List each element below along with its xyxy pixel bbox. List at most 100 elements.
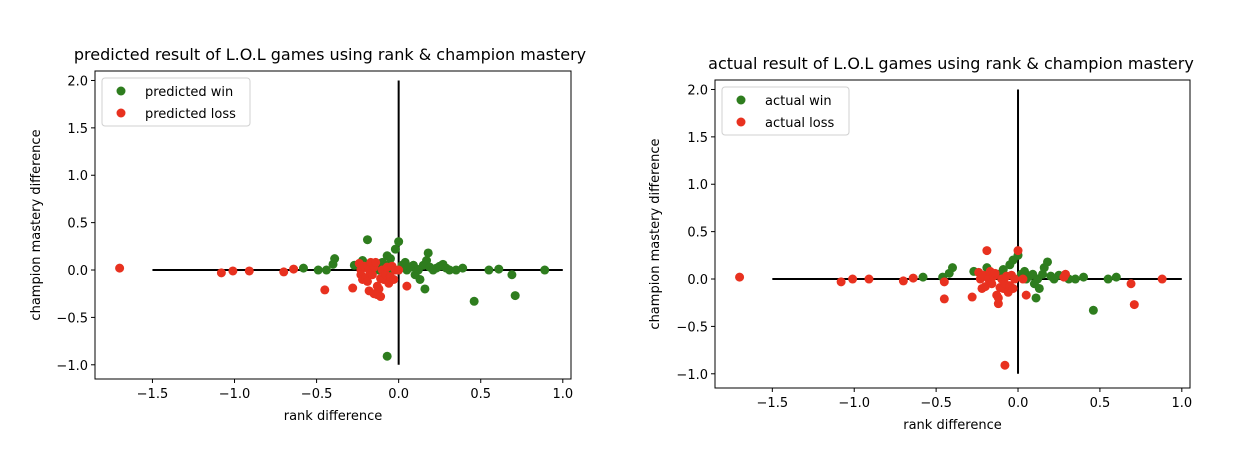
- data-point: [394, 237, 404, 247]
- data-point: [1018, 274, 1028, 284]
- x-tick-label: −1.0: [838, 396, 870, 411]
- data-point: [313, 265, 323, 275]
- data-point: [908, 273, 918, 283]
- y-tick-label: −1.0: [676, 368, 708, 383]
- x-tick-label: 1.0: [552, 387, 573, 402]
- data-point: [1103, 274, 1113, 284]
- data-point: [469, 296, 479, 306]
- chart-title: predicted result of L.O.L games using ra…: [74, 45, 586, 64]
- legend-label: predicted loss: [145, 107, 236, 122]
- data-point: [321, 265, 331, 275]
- x-tick-label: 1.0: [1171, 396, 1192, 411]
- actual-result-chart: actual result of L.O.L games using rank …: [648, 54, 1194, 433]
- data-point: [848, 274, 858, 284]
- data-point: [415, 274, 425, 284]
- data-point: [1043, 257, 1052, 267]
- data-point: [1088, 305, 1098, 315]
- data-point: [836, 277, 846, 287]
- data-point: [362, 276, 372, 286]
- x-tick-label: 0.5: [470, 387, 491, 402]
- y-tick-label: 1.0: [67, 169, 88, 184]
- x-tick-label: −0.5: [920, 396, 952, 411]
- chart-title: actual result of L.O.L games using rank …: [708, 54, 1194, 73]
- data-point: [385, 254, 395, 264]
- data-point: [1157, 274, 1167, 284]
- data-point: [1010, 274, 1020, 284]
- series-predicted-win: [298, 235, 550, 361]
- y-tick-label: 2.0: [687, 83, 708, 98]
- data-point: [371, 257, 381, 267]
- data-point: [1111, 272, 1121, 282]
- data-point: [510, 291, 520, 301]
- series-actual-loss: [735, 246, 1167, 370]
- data-point: [423, 248, 433, 258]
- y-tick-label: 0.0: [67, 264, 88, 279]
- y-tick-label: 1.5: [687, 131, 708, 146]
- data-point: [1000, 360, 1010, 370]
- x-axis-label: rank difference: [284, 409, 382, 424]
- x-tick-label: 0.0: [1008, 396, 1029, 411]
- series-actual-win: [918, 250, 1121, 315]
- y-axis-label: champion mastery difference: [648, 138, 663, 329]
- data-point: [390, 244, 400, 254]
- data-point: [998, 265, 1008, 275]
- legend-marker: [736, 117, 746, 127]
- data-point: [289, 264, 299, 274]
- data-point: [382, 351, 392, 361]
- data-point: [990, 268, 1000, 278]
- y-tick-label: −1.0: [56, 359, 88, 374]
- data-point: [330, 254, 340, 264]
- x-tick-label: 0.5: [1090, 396, 1111, 411]
- y-tick-label: 0.0: [687, 273, 708, 288]
- legend-marker: [736, 95, 746, 105]
- data-point: [402, 281, 412, 291]
- data-point: [445, 265, 455, 275]
- data-point: [1129, 300, 1139, 310]
- data-point: [1008, 283, 1018, 293]
- data-point: [1031, 293, 1041, 303]
- data-point: [367, 270, 377, 280]
- data-point: [918, 272, 928, 282]
- data-point: [394, 265, 404, 275]
- y-tick-label: −0.5: [676, 320, 708, 335]
- data-point: [494, 264, 504, 274]
- data-point: [376, 292, 386, 302]
- data-point: [939, 294, 949, 304]
- x-tick-label: −1.5: [137, 387, 169, 402]
- data-point: [1034, 283, 1044, 293]
- data-point: [320, 285, 330, 295]
- data-point: [298, 263, 308, 273]
- data-point: [413, 265, 423, 275]
- data-point: [228, 266, 238, 276]
- y-tick-label: 1.5: [67, 122, 88, 137]
- data-point: [389, 274, 399, 284]
- x-axis-label: rank difference: [903, 418, 1001, 433]
- plot-frame: [714, 79, 1191, 389]
- x-tick-label: 0.0: [388, 387, 409, 402]
- series-predicted-loss: [115, 257, 412, 302]
- data-point: [864, 274, 874, 284]
- data-point: [484, 265, 494, 275]
- x-tick-label: −0.5: [301, 387, 333, 402]
- data-point: [939, 277, 949, 287]
- y-tick-label: 0.5: [687, 226, 708, 241]
- data-point: [735, 272, 745, 282]
- data-point: [1013, 246, 1023, 256]
- data-point: [540, 265, 550, 275]
- legend: actual win actual loss: [721, 86, 850, 136]
- y-tick-label: 1.0: [687, 178, 708, 193]
- x-tick-label: −1.5: [757, 396, 789, 411]
- y-tick-label: 0.5: [67, 217, 88, 232]
- data-point: [115, 263, 125, 273]
- data-point: [216, 268, 226, 278]
- data-point: [507, 270, 517, 280]
- legend-marker: [116, 108, 126, 118]
- legend: predicted win predicted loss: [101, 77, 251, 127]
- x-tick-label: −1.0: [219, 387, 251, 402]
- legend-box: [721, 86, 850, 136]
- y-axis-label: champion mastery difference: [29, 129, 44, 320]
- y-tick-label: −0.5: [56, 311, 88, 326]
- data-point: [993, 293, 1003, 303]
- data-point: [898, 276, 908, 286]
- data-point: [1070, 274, 1080, 284]
